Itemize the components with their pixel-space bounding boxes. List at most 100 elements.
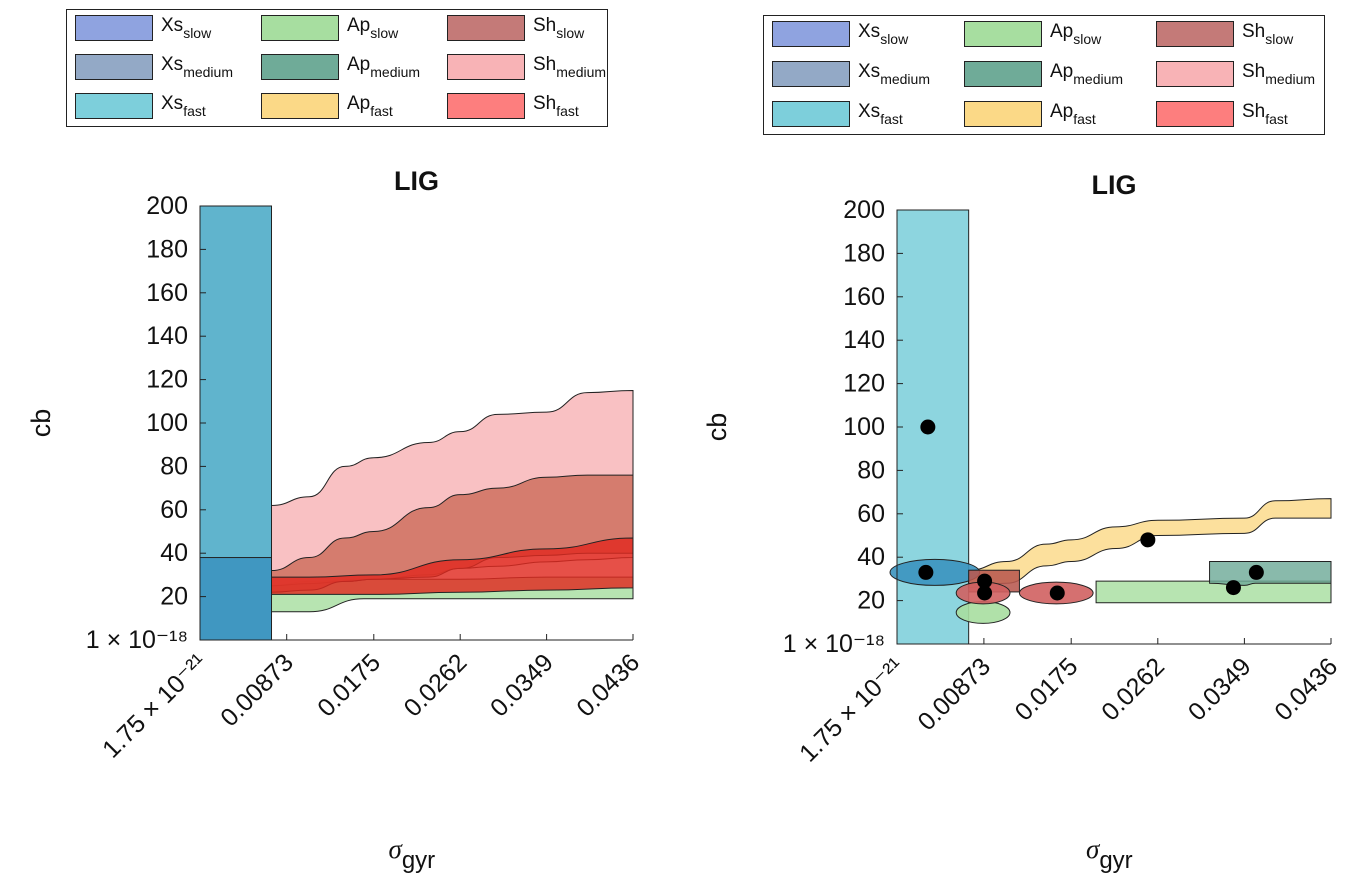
legend-label-base: Sh [1242,101,1266,122]
legend-label-base: Xs [161,15,184,36]
legend-item: Apfast [261,92,441,122]
data-point [977,573,993,589]
data-point [977,585,993,601]
x-tick-label: 0.0262 [399,648,473,722]
y-tick-label: 1 × 10⁻¹⁸ [86,626,188,654]
legend-label-sub: slow [183,25,212,41]
legend-swatch [1156,61,1234,87]
legend-swatch [75,54,153,80]
legend-swatch [261,15,339,41]
legend-label: Xsfast [858,100,903,131]
y-tick-label: 120 [843,370,885,398]
legend-label-sub: fast [1265,111,1288,127]
legend-swatch [772,101,850,127]
legend-label: Apfast [1050,100,1096,131]
y-tick-label: 80 [857,456,885,484]
legend-swatch [75,93,153,119]
x-tick-label: 0.0349 [1183,652,1257,726]
legend-swatch [772,21,850,47]
legend-label-sub: medium [880,71,930,87]
legend-swatch [447,54,525,80]
chart-title: LIG [1092,170,1137,200]
x-axis-label-sub: gyr [1099,847,1132,874]
legend-label: Xsfast [161,92,206,123]
x-axis-label-sub: gyr [402,847,435,874]
legend-swatch [964,101,1042,127]
legend-label-base: Xs [161,93,184,114]
y-tick-label: 140 [843,326,885,354]
y-tick-label: 60 [160,496,188,524]
legend-swatch [447,93,525,119]
series-band-xs-medium [199,557,273,641]
legend-label-base: Xs [858,21,881,42]
legend-label-sub: medium [556,64,607,80]
legend-swatch [261,54,339,80]
legend-item: Shslow [1156,20,1342,50]
y-tick-label: 40 [160,539,188,567]
x-tick-label: 0.0349 [485,648,559,722]
legend-swatch [1156,21,1234,47]
legend-label-sub: medium [183,64,233,80]
legend-label: Apmedium [1050,60,1123,91]
legend-label-sub: slow [880,31,909,47]
legend-label: Apfast [347,92,393,123]
legend-label: Shfast [533,92,579,123]
legend-swatch [964,61,1042,87]
x-tick-label: 0.0175 [312,648,386,722]
legend-label-base: Xs [161,54,184,75]
data-point [920,419,936,435]
legend-label-base: Sh [1242,21,1266,42]
legend-label: Xsmedium [858,60,930,91]
chart-title: LIG [394,166,439,196]
legend-swatch [772,61,850,87]
y-tick-label: 20 [160,583,188,611]
legend-item: Apfast [964,100,1150,130]
legend-label-base: Sh [1242,61,1266,82]
chart-panel-right: Xsslow Apslow Shslow Xsmedium Apmedium Shmedi… [676,0,1352,876]
legend-item: Apmedium [964,60,1150,90]
x-tick-label: 1.75 × 10⁻²¹ [794,652,909,767]
series-band-ap-medium [1209,561,1332,586]
y-axis-label: cb [26,409,56,438]
x-tick-label: 0.0262 [1096,652,1170,726]
series-band-ap-fast [968,498,1332,589]
legend-label-base: Sh [533,15,557,36]
legend-label: Xsslow [858,20,908,51]
x-tick-label: 1.75 × 10⁻²¹ [97,648,212,763]
legend-label-sub: fast [370,103,393,119]
legend-label-sub: slow [556,25,585,41]
legend-label-sub: fast [556,103,579,119]
legend-item: Apslow [964,20,1150,50]
legend-item: Xsslow [75,14,255,44]
data-point [1248,564,1264,580]
legend-item: Shfast [447,92,627,122]
y-tick-label: 60 [857,500,885,528]
legend: Xsslow Apslow Shslow Xsmedium Apmedium Shmedi… [763,15,1325,135]
legend-label-base: Ap [347,54,371,75]
legend-label-sub: fast [880,111,903,127]
legend-swatch [261,93,339,119]
legend-label-sub: slow [370,25,399,41]
y-tick-label: 160 [146,279,188,307]
legend-label-base: Ap [1050,61,1074,82]
legend-label: Shslow [1242,20,1293,51]
legend-item: Xsfast [75,92,255,122]
data-point [918,564,934,580]
legend-item: Xsmedium [772,60,958,90]
legend-label: Apslow [1050,20,1101,51]
legend-label-sub: slow [1073,31,1102,47]
legend-item: Shmedium [447,53,627,83]
legend: Xsslow Apslow Shslow Xsmedium Apmedium Shmedi… [66,9,608,127]
x-axis-label: σgyr [1086,834,1133,874]
legend-label-base: Xs [858,61,881,82]
legend-label-base: Sh [533,54,557,75]
legend-item: Shslow [447,14,627,44]
legend-item: Shfast [1156,100,1342,130]
legend-label-sub: fast [183,103,206,119]
legend-label-sub: fast [1073,111,1096,127]
legend-label: Xsmedium [161,53,233,84]
y-tick-label: 200 [843,196,885,224]
y-tick-label: 1 × 10⁻¹⁸ [783,630,885,658]
x-tick-label: 0.00873 [215,648,299,732]
legend-item: Apslow [261,14,441,44]
